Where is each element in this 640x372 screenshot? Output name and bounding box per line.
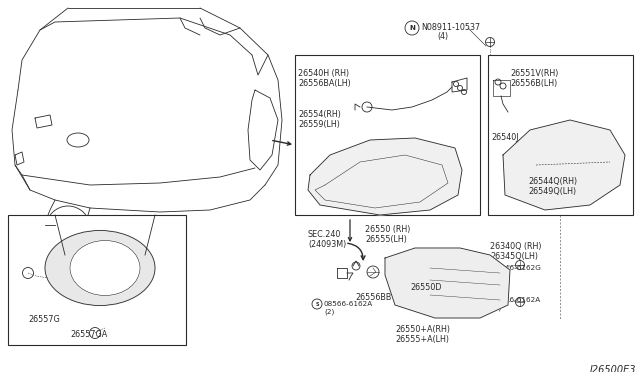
Text: 08146-6162G: 08146-6162G [491, 265, 541, 271]
Text: 26557G: 26557G [28, 315, 60, 324]
Text: (4): (4) [437, 32, 448, 41]
Text: 08566-6162A: 08566-6162A [324, 301, 373, 307]
Text: 26551V(RH): 26551V(RH) [510, 69, 558, 78]
Text: 26556BA(LH): 26556BA(LH) [298, 79, 351, 88]
Polygon shape [503, 120, 625, 210]
Text: 26550D: 26550D [410, 283, 442, 292]
Text: (2): (2) [491, 305, 501, 311]
Text: N08911-10537: N08911-10537 [421, 23, 480, 32]
Text: 26550+A(RH): 26550+A(RH) [395, 325, 450, 334]
Text: 26549Q(LH): 26549Q(LH) [528, 187, 576, 196]
Text: 26540J: 26540J [491, 133, 518, 142]
Text: 26540H (RH): 26540H (RH) [298, 69, 349, 78]
Ellipse shape [70, 241, 140, 295]
Text: S: S [483, 298, 486, 302]
Text: (2): (2) [324, 309, 334, 315]
Text: 26554(RH): 26554(RH) [298, 110, 341, 119]
Text: (24093M): (24093M) [308, 240, 346, 249]
Text: 26544Q(RH): 26544Q(RH) [528, 177, 577, 186]
Ellipse shape [45, 231, 155, 305]
Polygon shape [308, 138, 462, 215]
Text: 26550 (RH): 26550 (RH) [365, 225, 410, 234]
Text: 08566-6162A: 08566-6162A [491, 297, 540, 303]
Text: J26500E3: J26500E3 [590, 365, 637, 372]
Text: 26340Q (RH): 26340Q (RH) [490, 242, 541, 251]
Text: 26559(LH): 26559(LH) [298, 120, 340, 129]
Text: 26556BB: 26556BB [355, 293, 392, 302]
Text: 26345Q(LH): 26345Q(LH) [490, 252, 538, 261]
Text: SEC.240: SEC.240 [308, 230, 341, 239]
Text: S: S [483, 266, 486, 270]
Text: (4): (4) [491, 273, 501, 279]
Bar [8, 215, 186, 345]
Text: 26555(LH): 26555(LH) [365, 235, 407, 244]
Text: 26557GA: 26557GA [70, 330, 108, 339]
Text: 26556B(LH): 26556B(LH) [510, 79, 557, 88]
Text: N: N [409, 25, 415, 31]
Text: 26555+A(LH): 26555+A(LH) [395, 335, 449, 344]
Polygon shape [385, 248, 510, 318]
Bar [488, 55, 633, 215]
Bar [295, 55, 480, 215]
Text: S: S [316, 301, 319, 307]
